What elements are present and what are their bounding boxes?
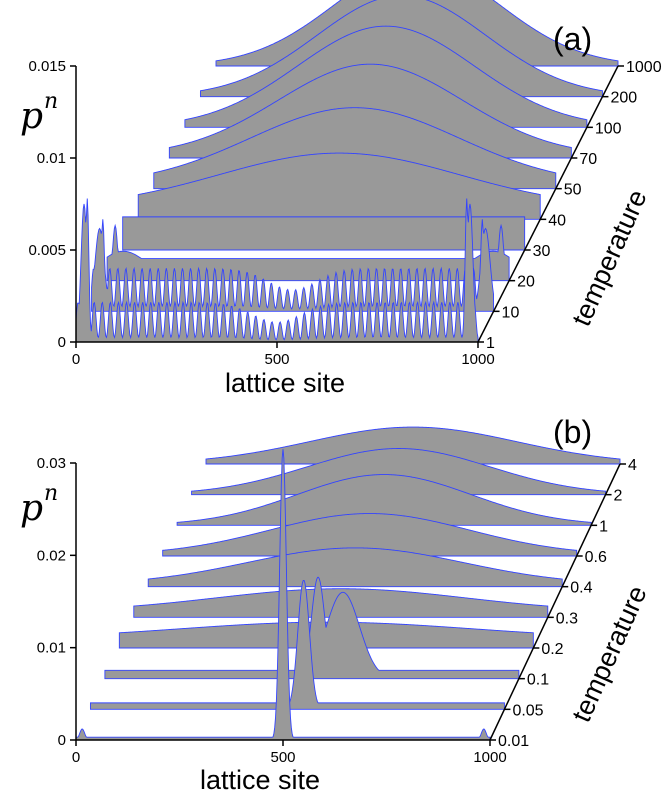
y-tick-label: 0.005 (28, 242, 66, 259)
x-tick-label: 500 (264, 351, 289, 368)
depth-tick-label: 2 (614, 488, 623, 505)
x-tick-label: 500 (270, 749, 295, 766)
depth-tick-label: 50 (564, 182, 582, 199)
trace-series-4 (122, 216, 526, 251)
y-tick-label: 0.02 (37, 547, 66, 564)
trace-series-3 (104, 576, 520, 680)
depth-tick-label: 0.05 (512, 702, 543, 719)
panel-b-xlabel: lattice site (200, 765, 320, 795)
y-tick-label: 0.015 (28, 58, 66, 75)
trace-series-2 (89, 579, 505, 710)
x-tick-label: 1000 (461, 351, 494, 368)
panel-a-label: (a) (553, 21, 592, 57)
trace-series-2 (91, 219, 495, 312)
trace-series-5 (137, 152, 541, 220)
depth-axis-line (477, 65, 619, 343)
y-tick-label: 0.03 (37, 455, 66, 472)
depth-tick-label: 70 (579, 151, 597, 168)
trace-series-7 (162, 513, 578, 557)
trace-series-3 (106, 223, 510, 282)
panel-b-axes: 421 0.6 0.4 0.3 0.2 0.1 0.05 0.01 0 500 1000 0 0.01 0… (37, 455, 637, 766)
depth-tick-label: 20 (517, 274, 535, 291)
panel-b-ylabel-p: p (20, 488, 43, 529)
x-tick-label: 1000 (473, 749, 506, 766)
panel-a-traces (75, 0, 619, 343)
depth-tick-label: 10 (502, 304, 520, 321)
trace-series-9 (191, 448, 607, 496)
depth-tick-label: 4 (628, 457, 637, 474)
depth-tick-label: 0.2 (541, 641, 563, 658)
y-tick-label: 0.01 (37, 150, 66, 167)
y-tick-label: 0.01 (37, 640, 66, 657)
depth-axis-line (489, 463, 621, 741)
depth-tick-label: 40 (548, 212, 566, 229)
panel-a-ylabel-p: p (20, 96, 43, 137)
depth-tick-label: 0.6 (585, 549, 607, 566)
trace-series-1 (75, 449, 491, 741)
depth-tick-label: 1 (599, 518, 608, 535)
depth-tick-label: 200 (610, 90, 637, 107)
depth-tick-label: 1000 (626, 59, 662, 76)
panel-b-ylabel: p n (20, 481, 58, 529)
x-tick-label: 0 (72, 351, 80, 368)
panel-b-zlabel: temperature (566, 581, 653, 726)
trace-series-10 (205, 426, 621, 465)
panel-a-xlabel: lattice site (225, 368, 345, 398)
depth-tick-label: 0.1 (527, 672, 549, 689)
panel-b-traces (75, 426, 621, 741)
panel-b-ylabel-n: n (44, 481, 58, 506)
panel-a-ylabel: p n (20, 89, 58, 137)
depth-tick-label: 1 (486, 335, 495, 352)
depth-tick-label: 100 (595, 120, 622, 137)
panel-b-label: (b) (553, 414, 592, 450)
panel-a-zlabel: temperature (566, 185, 653, 330)
y-tick-label: 0 (58, 732, 66, 749)
depth-tick-label: 30 (533, 243, 551, 260)
y-tick-label: 0 (58, 334, 66, 351)
panel-a-ylabel-n: n (44, 89, 58, 114)
panel-b: 421 0.6 0.4 0.3 0.2 0.1 0.05 0.01 0 500 1000 0 0.01 0… (20, 414, 653, 795)
trace-series-6 (147, 547, 563, 588)
depth-tick-label: 0.4 (570, 580, 592, 597)
trace-series-1 (75, 198, 479, 343)
depth-tick-label: 0.3 (556, 610, 578, 627)
depth-tick-label: 0.01 (498, 733, 529, 750)
x-tick-label: 0 (72, 749, 80, 766)
